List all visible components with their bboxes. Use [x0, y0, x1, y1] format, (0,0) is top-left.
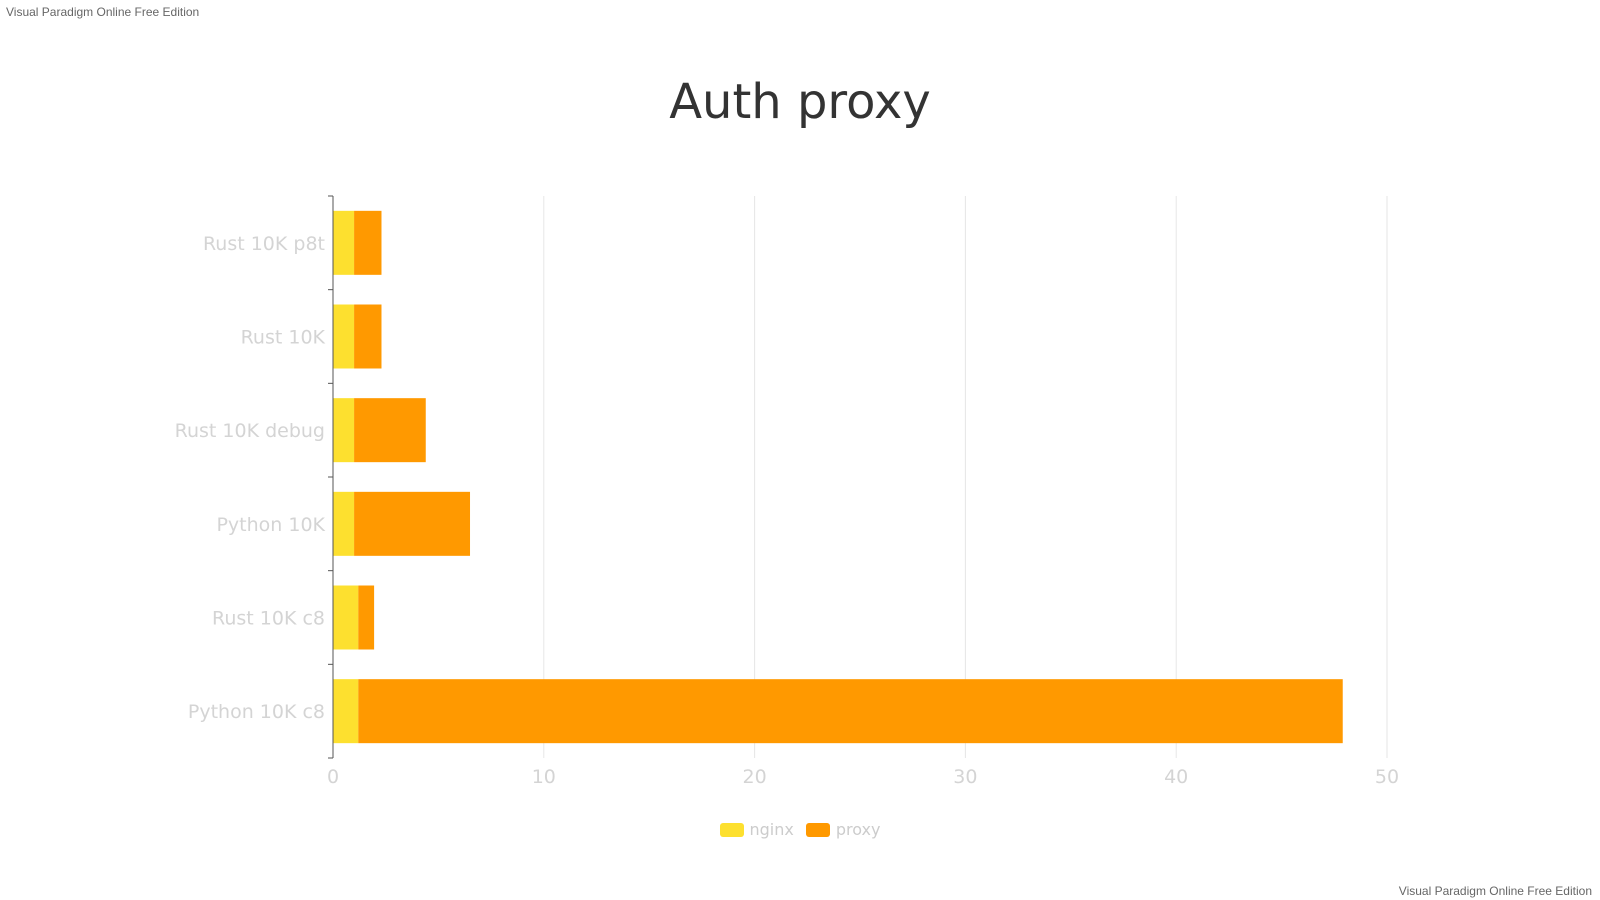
x-tick-label-40: 40: [1164, 766, 1188, 788]
bar-proxy[interactable]: [354, 398, 426, 463]
bar-nginx[interactable]: [333, 585, 359, 650]
bar-nginx[interactable]: [333, 491, 355, 556]
category-label: Rust 10K debug: [175, 420, 325, 442]
bar-nginx[interactable]: [333, 210, 355, 275]
category-label: Rust 10K c8: [212, 608, 325, 630]
x-tick-label-50: 50: [1375, 766, 1399, 788]
bar-proxy[interactable]: [358, 679, 1343, 744]
bar-proxy[interactable]: [354, 491, 471, 556]
chart-title: Auth proxy: [669, 74, 931, 130]
category-label: Python 10K: [216, 514, 325, 536]
bar-nginx[interactable]: [333, 679, 359, 744]
category-label: Python 10K c8: [188, 701, 325, 723]
legend-item-nginx[interactable]: nginx: [719, 820, 794, 839]
x-tick-label-0: 0: [327, 766, 339, 788]
x-tick-label-30: 30: [953, 766, 977, 788]
watermark-top: Visual Paradigm Online Free Edition: [6, 5, 200, 19]
legend-item-proxy[interactable]: proxy: [805, 820, 881, 839]
bar-proxy[interactable]: [354, 304, 382, 369]
bar-proxy[interactable]: [354, 210, 382, 275]
bar-nginx[interactable]: [333, 398, 355, 463]
bar-proxy[interactable]: [358, 585, 375, 650]
bar-nginx[interactable]: [333, 304, 355, 369]
watermark-bottom: Visual Paradigm Online Free Edition: [1398, 884, 1592, 898]
legend-label-nginx: nginx: [749, 820, 794, 839]
legend: nginx proxy: [0, 820, 1600, 839]
legend-swatch-proxy: [805, 822, 830, 837]
legend-label-proxy: proxy: [835, 820, 881, 839]
x-tick-label-20: 20: [743, 766, 767, 788]
category-label: Rust 10K: [241, 327, 326, 349]
category-label: Rust 10K p8t: [203, 233, 325, 255]
x-tick-label-10: 10: [532, 766, 556, 788]
legend-swatch-nginx: [719, 822, 744, 837]
